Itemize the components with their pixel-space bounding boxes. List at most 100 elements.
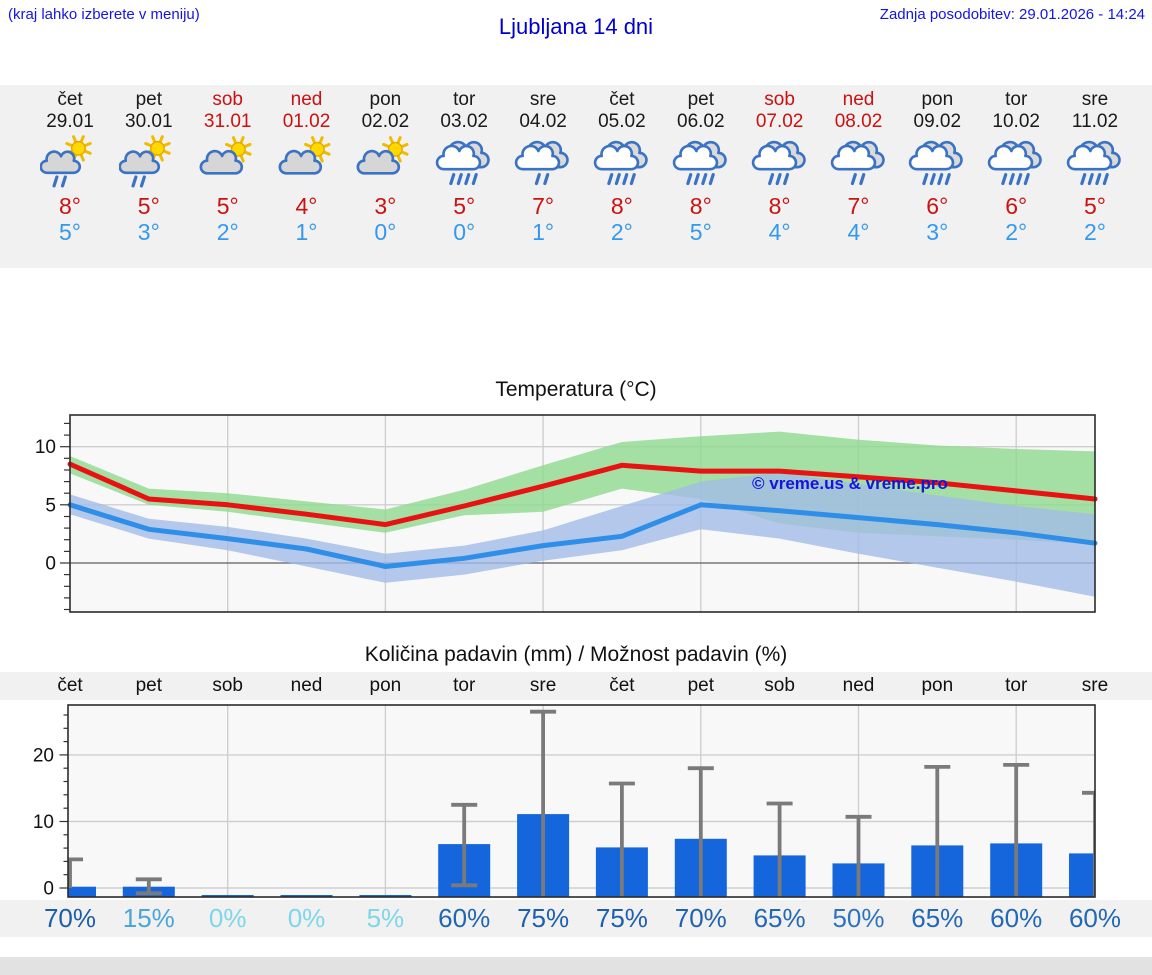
forecast-day-01.02: ned 01.02 4° 1° [266, 89, 348, 245]
precip-day-label: sre [529, 675, 557, 696]
precip-probability: 5% [366, 903, 405, 933]
svg-text:0: 0 [43, 879, 54, 900]
low-temp: 5° [59, 219, 81, 245]
day-name: čet [609, 89, 635, 110]
high-temp: 5° [216, 193, 239, 219]
watermark: © vreme.us & vreme.pro [752, 474, 948, 493]
forecast-day-04.02: sre 04.02 7° 1° [502, 89, 584, 245]
day-date: 10.02 [992, 111, 1040, 132]
forecast-day-10.02: tor 10.02 6° 2° [975, 89, 1057, 245]
low-temp: 4° [847, 219, 870, 245]
day-name: ned [290, 89, 323, 110]
weather-icon-sun_cloud [187, 135, 269, 191]
precip-bar [280, 895, 333, 897]
weather-icon-rain_4 [1054, 135, 1136, 191]
high-temp: 8° [689, 193, 712, 219]
low-temp: 0° [453, 219, 476, 245]
svg-text:20: 20 [33, 745, 54, 766]
day-date: 08.02 [834, 111, 883, 132]
day-date: 30.01 [125, 111, 173, 132]
precip-day-label: pet [135, 675, 162, 696]
high-temp: 8° [768, 193, 791, 219]
weather-icon-rain_4 [896, 135, 978, 191]
precip-probability: 15% [122, 903, 175, 933]
footer-bar [0, 957, 1152, 975]
svg-text:10: 10 [33, 812, 54, 833]
high-temp: 3° [374, 193, 397, 219]
precip-probability: 70% [43, 903, 97, 933]
precipitation-chart-title: Količina padavin (mm) / Možnost padavin … [364, 643, 788, 666]
day-name: sre [529, 89, 557, 110]
precip-bar [68, 886, 96, 897]
precip-day-label: pon [921, 675, 954, 696]
weather-icon-rain_2 [502, 135, 584, 191]
day-date: 31.01 [203, 111, 252, 132]
forecast-day-06.02: pet 06.02 8° 5° [660, 89, 742, 245]
low-temp: 0° [374, 219, 397, 245]
day-name: sob [212, 89, 243, 110]
low-temp: 2° [610, 219, 633, 245]
low-temp: 4° [768, 219, 791, 245]
high-temp: 6° [926, 193, 949, 219]
precip-day-label: ned [290, 675, 323, 696]
precipitation-chart: 0 10 20 [33, 704, 1096, 900]
precip-probability: 50% [832, 903, 885, 933]
weather-icon-sun_cloud [266, 135, 348, 191]
high-temp: 8° [610, 193, 633, 219]
day-name: tor [1005, 89, 1028, 110]
high-temp: 5° [137, 193, 160, 219]
forecast-day-29.01: čet 29.01 8° 5° [29, 89, 111, 245]
high-temp: 5° [453, 193, 476, 219]
precip-probability: 60% [1068, 903, 1122, 933]
low-temp: 2° [216, 219, 239, 245]
forecast-day-08.02: ned 08.02 7° 4° [818, 89, 900, 245]
weather-icon-rain_4 [660, 135, 742, 191]
day-date: 29.01 [46, 111, 94, 132]
day-name: čet [57, 89, 83, 110]
low-temp: 2° [1084, 219, 1106, 245]
precip-day-label: pet [687, 675, 714, 696]
day-date: 09.02 [913, 111, 962, 132]
low-temp: 2° [1005, 219, 1028, 245]
precip-bar [359, 895, 412, 897]
forecast-day-02.02: pon 02.02 3° 0° [344, 89, 426, 245]
forecast-day-03.02: tor 03.02 5° 0° [423, 89, 505, 245]
precip-probability: 70% [674, 903, 727, 933]
weather-icon-sun_cloud_rain [29, 135, 111, 191]
low-temp: 1° [532, 219, 555, 245]
precip-day-label: sob [212, 675, 243, 696]
day-date: 04.02 [519, 111, 567, 132]
precip-day-label-row: čet pet sob ned pon tor sre čet pet sob ned pon tor s… [0, 672, 1152, 700]
day-date: 11.02 [1071, 111, 1119, 132]
weather-icon-rain_3 [739, 135, 821, 191]
precip-probability: 60% [438, 903, 491, 933]
high-temp: 6° [1005, 193, 1028, 219]
low-temp: 3° [137, 219, 160, 245]
weather-icon-rain_4 [581, 135, 663, 191]
day-name: pon [369, 89, 402, 110]
precip-day-label: ned [842, 675, 875, 696]
precip-day-label: tor [453, 675, 476, 696]
svg-text:0: 0 [45, 554, 56, 575]
precip-day-label: pon [369, 675, 402, 696]
forecast-day-30.01: pet 30.01 5° 3° [108, 89, 190, 245]
precip-day-label: sre [1081, 675, 1109, 696]
high-temp: 4° [295, 193, 318, 219]
precip-day-label: čet [57, 675, 83, 696]
location-menu-note: (kraj lahko izberete v meniju) [8, 6, 200, 23]
precip-bar [1069, 853, 1095, 897]
last-updated-label: Zadnja posodobitev: 29.01.2026 - 14:24 [879, 6, 1145, 23]
day-date: 06.02 [677, 111, 725, 132]
low-temp: 3° [926, 219, 949, 245]
precip-bar [201, 895, 254, 897]
weather-icon-rain_2 [818, 135, 900, 191]
day-name: tor [453, 89, 476, 110]
precip-probability-row: 70% 15% 0% 0% 5% 60% 75% 75% 70% 65% 50% 65% 60% 60% [0, 900, 1152, 937]
day-date: 03.02 [440, 111, 488, 132]
precip-day-label: čet [609, 675, 635, 696]
precip-probability: 60% [990, 903, 1043, 933]
high-temp: 5° [1084, 193, 1106, 219]
forecast-day-31.01: sob 31.01 5° 2° [187, 89, 269, 245]
precip-probability: 75% [517, 903, 570, 933]
precip-probability: 0% [208, 903, 247, 933]
